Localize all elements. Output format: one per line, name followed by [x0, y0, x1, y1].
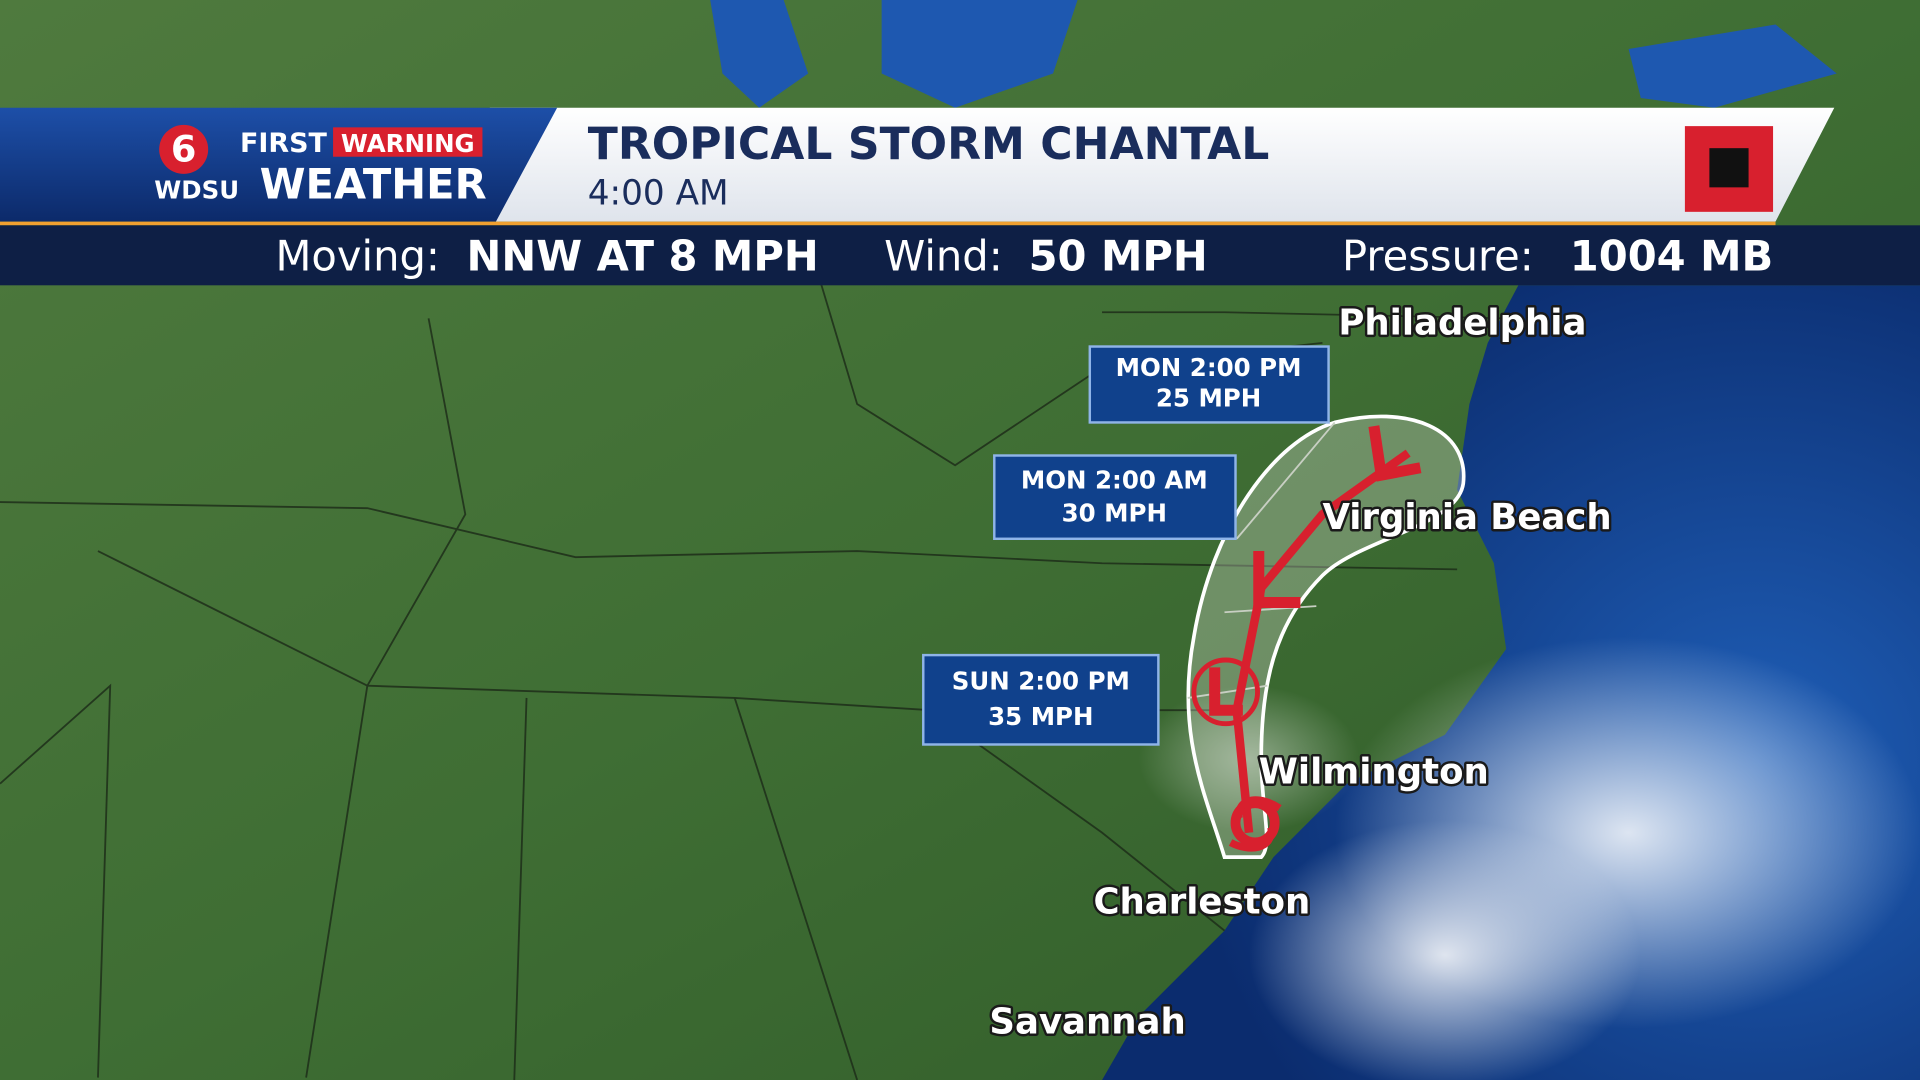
- stat-label: Wind:: [884, 232, 1003, 281]
- stat-label: Moving:: [276, 232, 440, 281]
- forecast-time: SUN 2:00 PM: [952, 666, 1130, 695]
- brand-first: FIRST: [240, 128, 328, 159]
- stats-bar: Moving: NNW AT 8 MPH Wind: 50 MPH Pressu…: [0, 225, 1920, 286]
- city-labels: Philadelphia Virginia Beach Wilmington C…: [987, 300, 1614, 1045]
- city-label: Savannah: [989, 1001, 1185, 1042]
- stat-value: NNW AT 8 MPH: [467, 232, 819, 281]
- storm-track: [1191, 425, 1422, 852]
- city-label: Wilmington: [1259, 752, 1489, 793]
- forecast-wind: 25 MPH: [1156, 384, 1261, 413]
- stat-value: 50 MPH: [1029, 232, 1208, 281]
- forecast-box: [1088, 345, 1330, 424]
- forecast-time: MON 2:00 PM: [1116, 353, 1302, 382]
- city-label: Virginia Beach: [1322, 497, 1611, 538]
- city-label: Philadelphia: [1338, 302, 1586, 343]
- forecast-boxes: MON 2:00 PM 25 MPH MON 2:00 AM 30 MPH SU…: [922, 345, 1330, 746]
- forecast-cone: [1186, 414, 1466, 859]
- header: 6 FIRST WARNING WDSU WEATHER TROPICAL ST…: [0, 107, 1835, 226]
- forecast-time: MON 2:00 AM: [1021, 466, 1208, 495]
- brand-warning: WARNING: [341, 129, 475, 158]
- forecast-box: [993, 454, 1237, 540]
- stat-label: Pressure:: [1342, 232, 1534, 281]
- channel-number: 6: [171, 128, 197, 171]
- forecast-wind: 35 MPH: [988, 702, 1093, 731]
- brand-weather: WEATHER: [260, 159, 487, 208]
- city-label: Charleston: [1093, 881, 1310, 922]
- stat-value: 1004 MB: [1570, 232, 1774, 281]
- storm-title: TROPICAL STORM CHANTAL: [588, 119, 1270, 170]
- brand-station: WDSU: [154, 175, 239, 204]
- storm-time: 4:00 AM: [588, 173, 729, 213]
- forecast-wind: 30 MPH: [1062, 499, 1167, 528]
- forecast-box: [922, 653, 1160, 746]
